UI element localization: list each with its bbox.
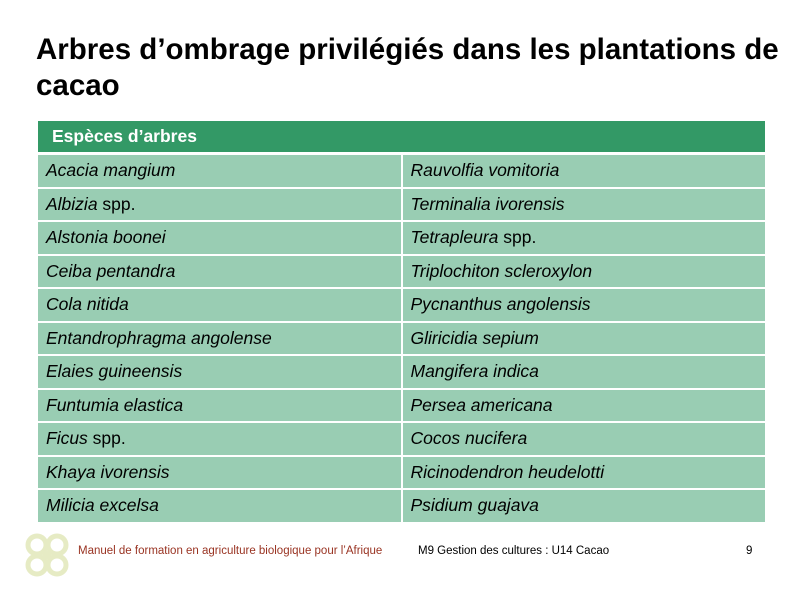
species-cell: Khaya ivorensis xyxy=(38,454,403,490)
page-number: 9 xyxy=(746,545,753,557)
species-name: Ricinodendron heudelotti xyxy=(410,461,605,482)
species-cell: Acacia mangium xyxy=(38,152,403,189)
species-name: Elaies guineensis xyxy=(46,361,183,382)
table-row: Entandrophragma angolense Gliricidia sepi… xyxy=(38,320,765,356)
species-cell: Entandrophragma angolense xyxy=(38,320,403,356)
species-cell: Ceiba pentandra xyxy=(38,253,403,289)
species-cell: Milicia excelsa xyxy=(38,488,403,524)
species-name: Gliricidia sepium xyxy=(410,327,539,348)
species-cell: Gliricidia sepium xyxy=(401,320,765,356)
table-header: Espèces d’arbres xyxy=(38,121,765,155)
species-name: Khaya ivorensis xyxy=(46,461,170,482)
species-suffix: spp. xyxy=(87,428,126,449)
species-cell: Tetrapleura spp. xyxy=(401,220,765,256)
table-row: Ficus spp. Cocos nucifera xyxy=(38,421,765,457)
species-name: Alstonia boonei xyxy=(46,227,166,248)
slide-title: Arbres d’ombrage privilégiés dans les pl… xyxy=(36,33,779,102)
species-cell: Triplochiton scleroxylon xyxy=(401,253,765,289)
table-row: Milicia excelsa Psidium guajava xyxy=(38,488,765,524)
species-cell: Persea americana xyxy=(401,387,765,423)
species-name: Terminalia ivorensis xyxy=(410,193,565,214)
species-cell: Terminalia ivorensis xyxy=(401,186,765,222)
logo-icon xyxy=(25,533,69,577)
species-name: Albizia xyxy=(46,193,98,214)
species-cell: Mangifera indica xyxy=(401,354,765,390)
species-name: Pycnanthus angolensis xyxy=(410,294,591,315)
species-table: Espèces d’arbres Acacia mangium Rauvolfia… xyxy=(38,121,765,524)
footer-module: M9 Gestion des cultures : U14 Cacao xyxy=(418,545,610,557)
table-row: Ceiba pentandra Triplochiton scleroxylon xyxy=(38,253,765,289)
species-cell: Psidium guajava xyxy=(401,488,765,524)
species-name: Cocos nucifera xyxy=(410,428,528,449)
species-name: Cola nitida xyxy=(46,294,129,315)
table-row: Khaya ivorensis Ricinodendron heudelotti xyxy=(38,454,765,490)
species-cell: Albizia spp. xyxy=(38,186,403,222)
species-name: Ceiba pentandra xyxy=(46,260,176,281)
species-name: Mangifera indica xyxy=(410,361,539,382)
table-row: Albizia spp. Terminalia ivorensis xyxy=(38,186,765,222)
species-suffix: spp. xyxy=(97,193,136,214)
species-name: Rauvolfia vomitoria xyxy=(410,160,560,181)
table-row: Acacia mangium Rauvolfia vomitoria xyxy=(38,152,765,189)
species-cell: Ricinodendron heudelotti xyxy=(401,454,765,490)
species-cell: Elaies guineensis xyxy=(38,354,403,390)
species-cell: Alstonia boonei xyxy=(38,220,403,256)
species-name: Funtumia elastica xyxy=(46,394,184,415)
footer-manual: Manuel de formation en agriculture biolo… xyxy=(78,545,383,557)
species-name: Acacia mangium xyxy=(46,160,176,181)
species-suffix: spp. xyxy=(498,227,537,248)
species-name: Persea americana xyxy=(410,394,553,415)
species-cell: Cola nitida xyxy=(38,287,403,323)
species-name: Ficus xyxy=(46,428,88,449)
species-cell: Rauvolfia vomitoria xyxy=(401,152,765,189)
species-cell: Pycnanthus angolensis xyxy=(401,287,765,323)
species-name: Psidium guajava xyxy=(410,495,539,516)
species-name: Milicia excelsa xyxy=(46,495,159,516)
species-name: Triplochiton scleroxylon xyxy=(410,260,593,281)
table-row: Alstonia boonei Tetrapleura spp. xyxy=(38,220,765,256)
table-row: Elaies guineensis Mangifera indica xyxy=(38,354,765,390)
table-row: Funtumia elastica Persea americana xyxy=(38,387,765,423)
table-row: Cola nitida Pycnanthus angolensis xyxy=(38,287,765,323)
species-cell: Cocos nucifera xyxy=(401,421,765,457)
species-cell: Ficus spp. xyxy=(38,421,403,457)
species-cell: Funtumia elastica xyxy=(38,387,403,423)
species-name: Entandrophragma angolense xyxy=(46,327,272,348)
species-name: Tetrapleura xyxy=(410,227,499,248)
